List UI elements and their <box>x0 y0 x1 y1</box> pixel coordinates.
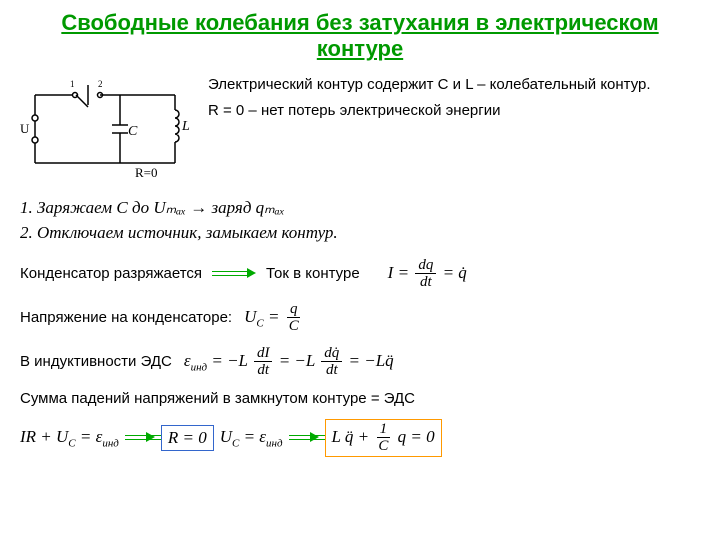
formula-prefix: I = <box>388 263 414 282</box>
label-sw2: 2 <box>98 79 103 89</box>
vf-den: C <box>286 318 302 334</box>
t2-rsub: инд <box>266 437 283 449</box>
frac-den: dt <box>417 274 435 290</box>
label-C: C <box>128 124 138 139</box>
t3-b: q = 0 <box>398 427 435 446</box>
arrow-icon <box>212 269 256 279</box>
frac-num: dq <box>415 258 436 274</box>
label-U: U <box>20 121 30 136</box>
vf-lhs: U <box>244 307 256 326</box>
discharge-line: Конденсатор разряжается Ток в контуре I … <box>20 258 700 290</box>
emf-sub: инд <box>191 361 208 373</box>
desc-line-2: R = 0 – нет потерь электрической энергии <box>208 101 700 121</box>
t3-num: 1 <box>377 422 391 438</box>
sum-label: Сумма падений напряжений в замкнутом кон… <box>20 390 415 407</box>
emf-f1d: dt <box>254 362 272 378</box>
arrow-icon <box>125 433 155 443</box>
t2-lhs: U <box>220 427 232 446</box>
emf-f1n: dI <box>254 346 273 362</box>
emf-tail: = −Lq̈ <box>349 351 394 370</box>
emf-formula: εинд = −L dI dt = −L dq̇ dt = −Lq̈ <box>184 346 394 378</box>
t1-rsub: инд <box>102 437 119 449</box>
vf-num: q <box>287 302 301 318</box>
emf-lhs: ε <box>184 351 191 370</box>
page-title: Свободные колебания без затухания в элек… <box>20 10 700 63</box>
label-L: L <box>181 119 190 134</box>
sum-label-line: Сумма падений напряжений в замкнутом кон… <box>20 390 700 407</box>
t3-den: C <box>375 438 391 454</box>
final-t1: IR + UC = εинд <box>20 427 119 449</box>
discharge-right: Ток в контуре <box>266 265 360 282</box>
t1-lhs: IR + U <box>20 427 68 446</box>
label-R: R=0 <box>135 165 158 180</box>
voltage-label: Напряжение на конденсаторе: <box>20 309 232 326</box>
emf-mid: = −L <box>279 351 315 370</box>
emf-eq: = −L <box>207 351 248 370</box>
final-equation-line: IR + UC = εинд R = 0 UC = εинд L q̈ + 1 … <box>20 419 700 457</box>
current-formula: I = dq dt = q̇ <box>388 258 467 290</box>
circuit-diagram: U C L 1 2 R=0 <box>20 75 190 185</box>
emf-line: В индуктивности ЭДС εинд = −L dI dt = −L… <box>20 346 700 378</box>
t2-rhs: = ε <box>239 427 266 446</box>
arrow-icon <box>289 433 319 443</box>
voltage-formula: UC = q C <box>244 302 304 334</box>
description-block: Электрический контур содержит C и L – ко… <box>208 75 700 128</box>
label-sw1: 1 <box>70 79 75 89</box>
vf-sub: C <box>256 317 263 329</box>
top-row: U C L 1 2 R=0 Электрический контур содер… <box>20 75 700 185</box>
step-1: 1. Заряжаем C до Uₘₐₓ → заряд qₘₐₓ <box>20 195 700 221</box>
steps-block: 1. Заряжаем C до Uₘₐₓ → заряд qₘₐₓ 2. От… <box>20 195 700 246</box>
emf-label: В индуктивности ЭДС <box>20 353 172 370</box>
desc-line-1: Электрический контур содержит C и L – ко… <box>208 75 700 95</box>
final-t2: UC = εинд <box>220 427 283 449</box>
discharge-left: Конденсатор разряжается <box>20 265 202 282</box>
t1-rhs: = ε <box>76 427 103 446</box>
final-t3: L q̈ + 1 C q = 0 <box>325 419 442 457</box>
voltage-line: Напряжение на конденсаторе: UC = q C <box>20 302 700 334</box>
t1-sub: C <box>68 437 75 449</box>
emf-f2n: dq̇ <box>321 346 342 362</box>
formula-suffix: = q̇ <box>443 263 467 282</box>
step-2: 2. Отключаем источник, замыкаем контур. <box>20 220 700 246</box>
emf-f2d: dt <box>323 362 341 378</box>
t3-a: L q̈ + <box>332 427 374 446</box>
vf-eq: = <box>264 307 284 326</box>
final-cond: R = 0 <box>161 425 214 451</box>
